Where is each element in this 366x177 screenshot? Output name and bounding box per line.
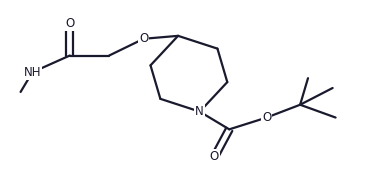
Text: O: O (262, 111, 271, 124)
Text: O: O (65, 16, 74, 30)
Text: NH: NH (24, 66, 41, 79)
Text: O: O (210, 150, 219, 163)
Text: O: O (139, 32, 148, 45)
Text: N: N (195, 105, 204, 118)
